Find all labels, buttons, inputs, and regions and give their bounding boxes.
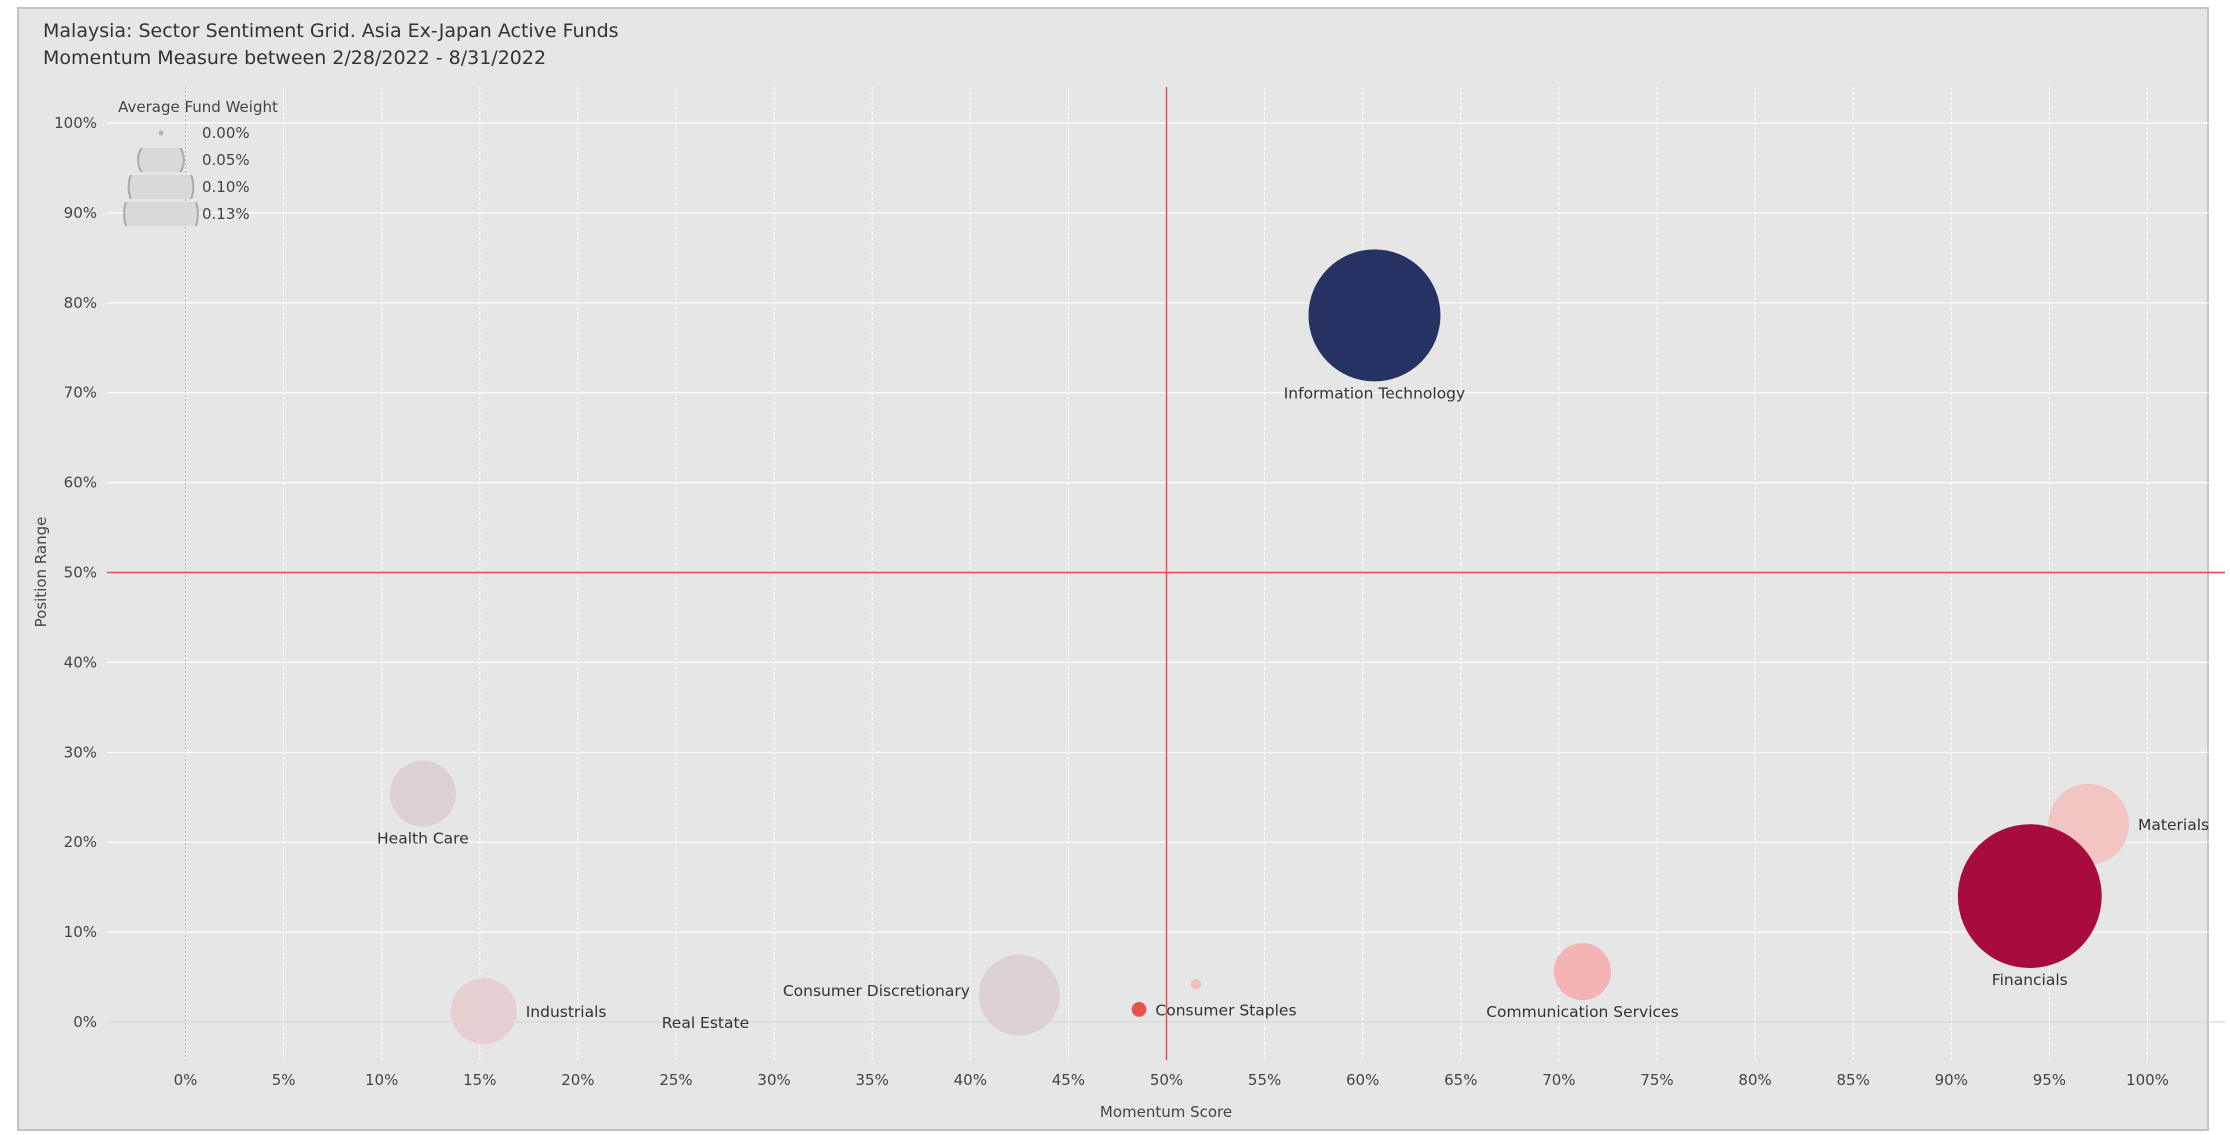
point-health-care: [389, 760, 456, 827]
x-tick-label: 75%: [1640, 1071, 1673, 1089]
x-tick-label: 45%: [1052, 1071, 1085, 1089]
point-information-technology: [1308, 249, 1441, 382]
size-legend: Average Fund Weight 0.00% 0.05% 0.10% 0.13%: [118, 98, 278, 226]
y-axis-title: Position Range: [32, 517, 50, 628]
chart-title: Malaysia: Sector Sentiment Grid. Asia Ex…: [43, 20, 619, 42]
x-tick-label: 10%: [365, 1071, 398, 1089]
point-label-information-technology: Information Technology: [1284, 384, 1465, 402]
y-tick-label: 30%: [64, 743, 97, 761]
size-legend-label: 0.00%: [202, 124, 250, 142]
x-tick-label: 80%: [1738, 1071, 1771, 1089]
point-label-communication-services: Communication Services: [1486, 1003, 1678, 1021]
x-tick-label: 55%: [1248, 1071, 1281, 1089]
size-legend-circle: [123, 202, 199, 226]
point-consumer-staples: [1131, 1002, 1147, 1017]
point-label-consumer-discretionary: Consumer Discretionary: [783, 982, 970, 1000]
size-legend-circle: [127, 175, 195, 199]
point-label-health-care: Health Care: [377, 830, 469, 848]
reference-lines: [107, 87, 2225, 1060]
y-tick-label: 20%: [64, 833, 97, 851]
x-tick-label: 25%: [659, 1071, 692, 1089]
x-tick-label: 15%: [463, 1071, 496, 1089]
x-tick-label: 30%: [757, 1071, 790, 1089]
size-legend-label: 0.05%: [202, 151, 250, 169]
x-tick-label: 70%: [1542, 1071, 1575, 1089]
x-tick-label: 85%: [1837, 1071, 1870, 1089]
point-consumer-discretionary: [978, 954, 1060, 1036]
data-points: [389, 249, 2130, 1045]
x-tick-label: 65%: [1444, 1071, 1477, 1089]
chart-frame: Malaysia: Sector Sentiment Grid. Asia Ex…: [17, 7, 2209, 1131]
point-label-consumer-staples: Consumer Staples: [1155, 1001, 1296, 1019]
x-tick-label: 35%: [856, 1071, 889, 1089]
point-unlabeled: [1190, 979, 1202, 990]
point-communication-services: [1553, 943, 1612, 1001]
point-financials: [1957, 824, 2102, 969]
x-tick-label: 0%: [174, 1071, 198, 1089]
x-tick-label: 5%: [272, 1071, 296, 1089]
chart-subtitle: Momentum Measure between 2/28/2022 - 8/3…: [43, 47, 547, 69]
point-label-materials: Materials: [2138, 816, 2209, 834]
x-tick-label: 50%: [1150, 1071, 1183, 1089]
x-tick-label: 90%: [1935, 1071, 1968, 1089]
x-tick-label: 60%: [1346, 1071, 1379, 1089]
x-axis-ticks: 0% 5% 10% 15% 20% 25% 30% 35% 40% 45% 50% 55% 60% 65%…: [174, 1071, 2169, 1089]
y-tick-label: 70%: [64, 384, 97, 402]
y-tick-label: 80%: [64, 294, 97, 312]
y-axis-ticks: 0% 10% 20% 30% 40% 50% 60% 70% 80% 90% 100%: [54, 114, 97, 1031]
size-legend-label: 0.10%: [202, 178, 250, 196]
y-tick-label: 90%: [64, 204, 97, 222]
size-legend-circle: [137, 148, 185, 172]
x-axis-title: Momentum Score: [1100, 1103, 1232, 1121]
point-industrials: [450, 978, 517, 1045]
point-label-financials: Financials: [1992, 971, 2068, 989]
y-tick-label: 60%: [64, 474, 97, 492]
x-tick-label: 20%: [561, 1071, 594, 1089]
y-tick-label: 50%: [64, 564, 97, 582]
point-label-industrials: Industrials: [526, 1003, 607, 1021]
y-tick-label: 10%: [64, 923, 97, 941]
x-tick-label: 95%: [2033, 1071, 2066, 1089]
point-labels: Information Technology Health Care Materia…: [377, 384, 2209, 1032]
y-tick-label: 40%: [64, 653, 97, 671]
size-legend-circle: [158, 130, 164, 136]
size-legend-label: 0.13%: [202, 205, 250, 223]
size-legend-title: Average Fund Weight: [118, 98, 278, 116]
x-tick-label: 100%: [2126, 1071, 2169, 1089]
x-tick-label: 40%: [954, 1071, 987, 1089]
y-tick-label: 100%: [54, 114, 97, 132]
point-label-real-estate: Real Estate: [662, 1014, 749, 1032]
y-tick-label: 0%: [73, 1013, 97, 1031]
